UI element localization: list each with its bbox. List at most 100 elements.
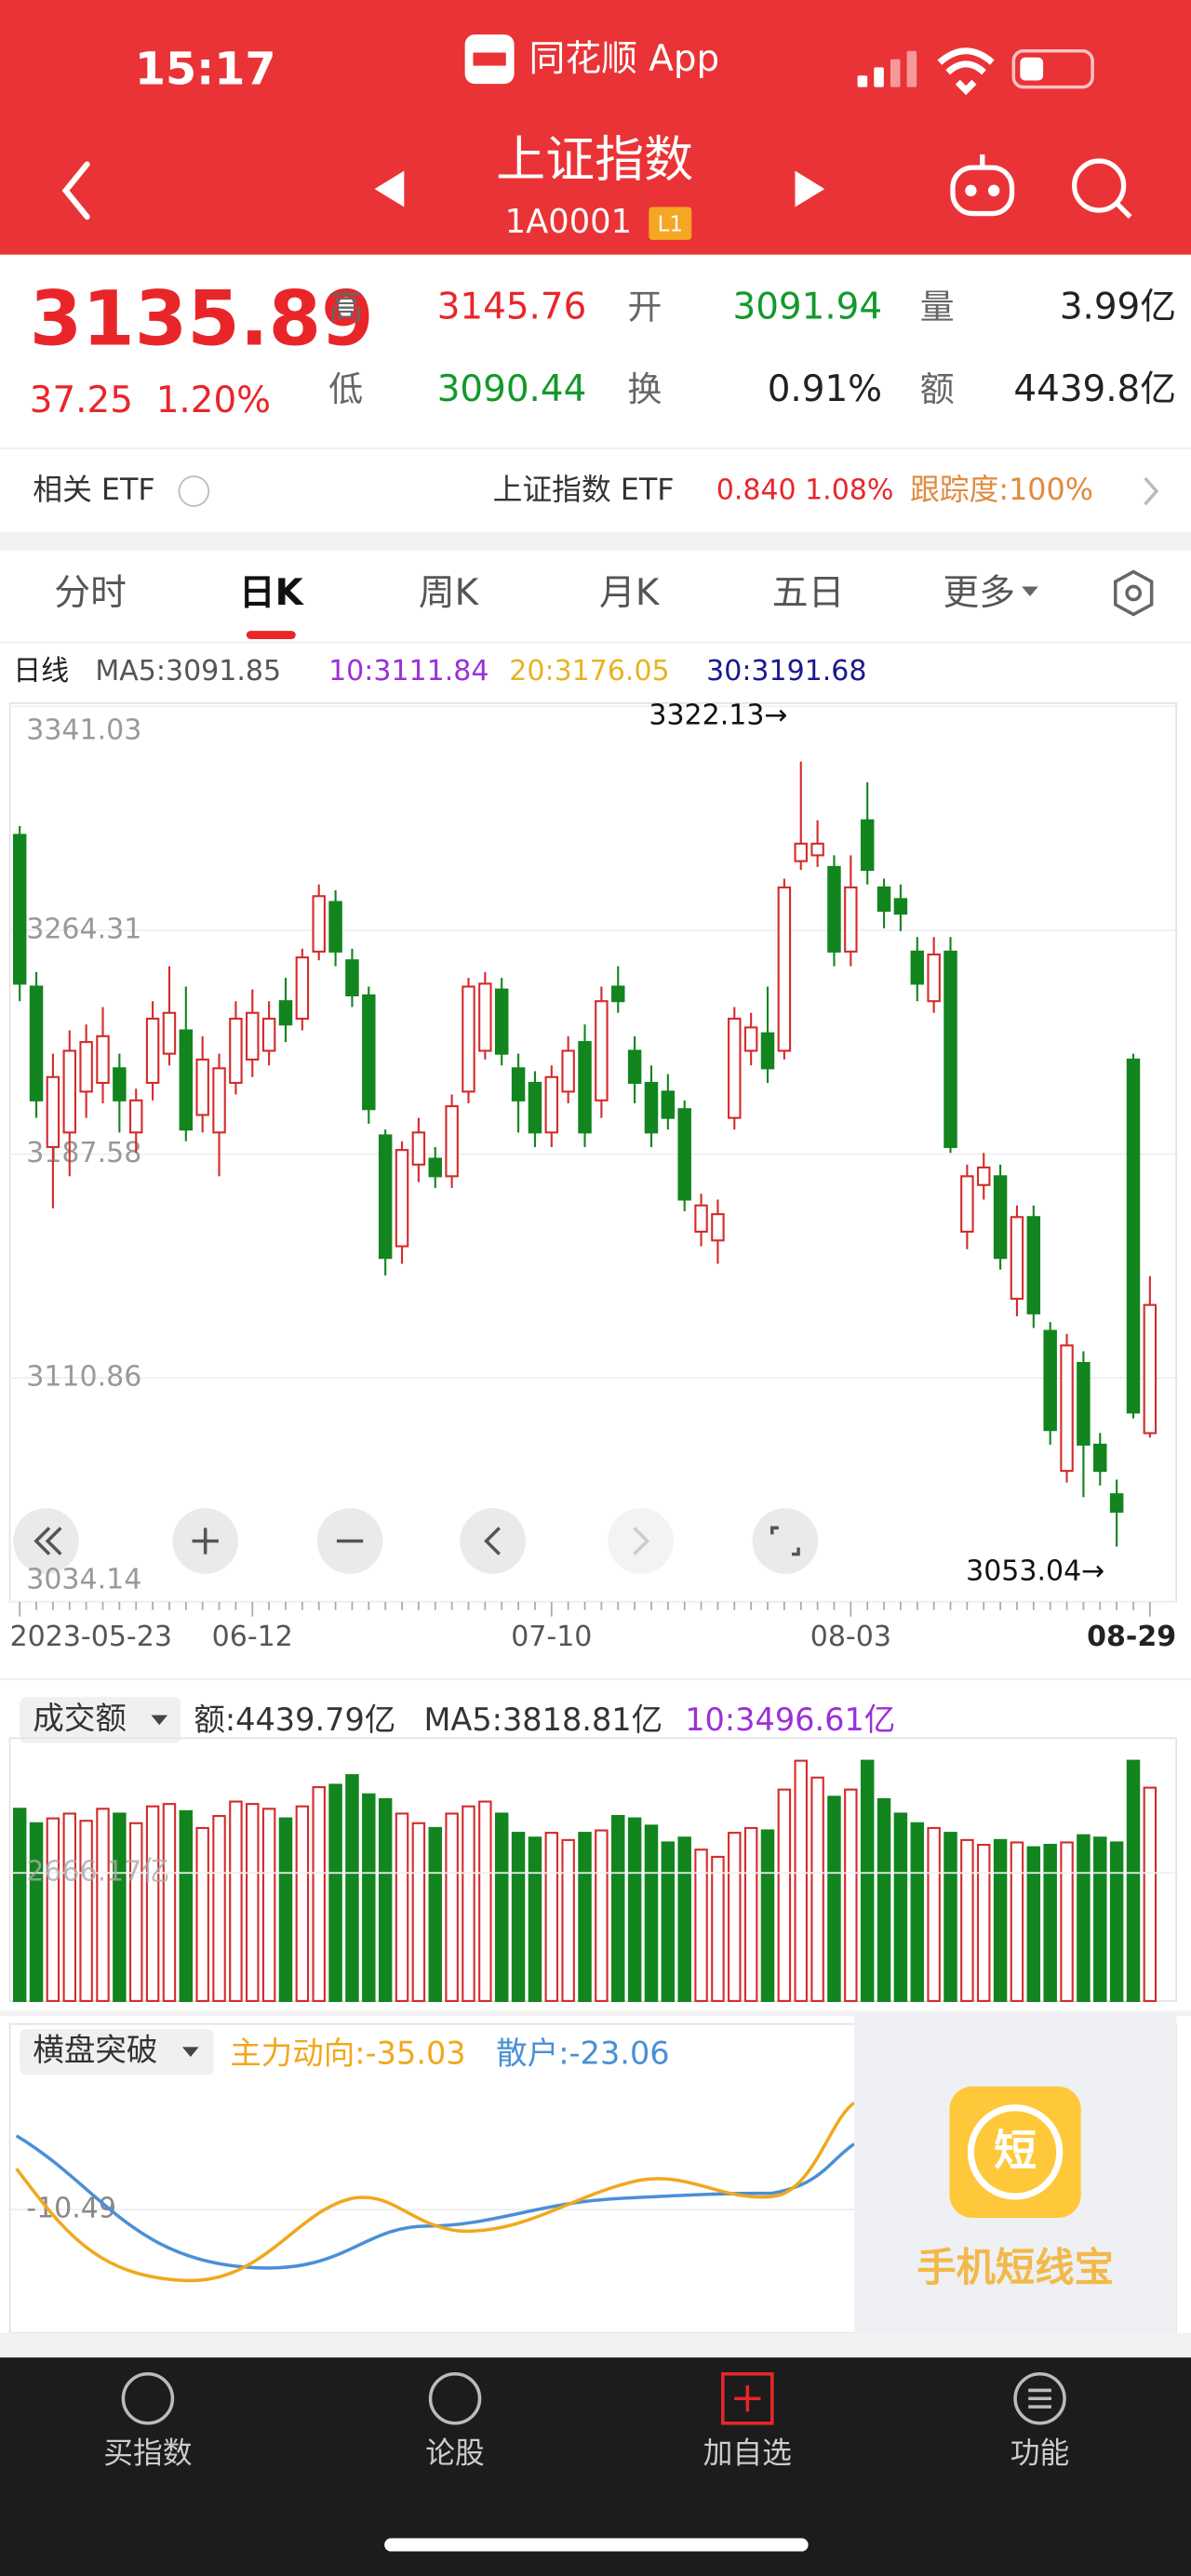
candle-body xyxy=(993,1175,1008,1260)
legend-title: 成交额 xyxy=(33,1700,127,1736)
volume-bar xyxy=(1077,1834,1091,2002)
candle-body xyxy=(644,1081,659,1134)
volume-bar xyxy=(246,1803,260,2002)
volume-bar xyxy=(411,1822,426,2002)
chart-toolbar xyxy=(13,1508,819,1574)
candle-body xyxy=(1010,1216,1024,1301)
promo-text: 手机短线宝 xyxy=(917,2245,1114,2290)
candle-body xyxy=(728,1017,742,1119)
candle-body xyxy=(128,1099,143,1134)
nav-icon-lines xyxy=(1028,2388,1051,2409)
candle-body xyxy=(877,886,891,913)
volume-bar xyxy=(595,1829,609,2002)
candle-body xyxy=(62,1049,77,1134)
candle-body xyxy=(1126,1058,1141,1414)
pan-left-button[interactable] xyxy=(460,1508,526,1574)
x-tick-label: 08-29 xyxy=(1087,1621,1176,1653)
candle-body xyxy=(578,1041,592,1134)
candle-body xyxy=(561,1049,575,1093)
settings-icon[interactable] xyxy=(1114,569,1154,617)
fullscreen-button[interactable] xyxy=(752,1508,819,1574)
volume-bar xyxy=(212,1814,226,2002)
nav-label[interactable]: 功能 xyxy=(1010,2436,1070,2470)
next-stock[interactable] xyxy=(795,170,825,207)
etf-chevron[interactable] xyxy=(1144,476,1159,506)
candle-body xyxy=(844,886,858,953)
legend-item: 30:3191.68 xyxy=(706,655,866,687)
candle-body xyxy=(927,953,941,1003)
wifi-icon xyxy=(937,47,995,96)
indicator-line xyxy=(15,2134,856,2270)
volume-panel xyxy=(8,1737,1177,2002)
back-button[interactable] xyxy=(61,161,90,220)
field-label: 高 xyxy=(328,287,363,327)
volume-bar xyxy=(29,1822,44,2002)
candle-body xyxy=(278,1000,293,1026)
volume-bar xyxy=(478,1800,492,2002)
candle-body xyxy=(1109,1493,1124,1514)
icon xyxy=(484,1527,501,1555)
volume-bar xyxy=(661,1841,676,2002)
tab[interactable]: 月K xyxy=(599,572,661,614)
y-tick-label: 2666.17亿 xyxy=(26,1856,169,1889)
more-arrow[interactable] xyxy=(1022,586,1038,597)
indicator-selector[interactable] xyxy=(20,2028,214,2075)
field-value: 3.99亿 xyxy=(1060,286,1176,327)
nav-label[interactable]: 加自选 xyxy=(703,2436,792,2470)
tab[interactable]: 分时 xyxy=(54,572,127,614)
nav-items: 买指数 论股 加自选 功能 xyxy=(103,2436,1069,2470)
tab[interactable]: 日K xyxy=(239,572,305,614)
candle-body xyxy=(1043,1329,1057,1432)
volume-bar xyxy=(1143,1786,1158,2002)
pan-right-button[interactable] xyxy=(608,1508,674,1574)
candle-body xyxy=(79,1041,93,1093)
volume-bar xyxy=(1060,1841,1074,2002)
active-tab-indicator xyxy=(246,631,296,639)
volume-bar xyxy=(578,1832,592,2002)
indicator-title: 横盘突破 xyxy=(33,2032,157,2068)
volume-bar xyxy=(1043,1843,1057,2002)
candle-body xyxy=(494,988,509,1055)
legend-item: MA5:3091.85 xyxy=(95,655,281,687)
prev-stock[interactable] xyxy=(374,170,405,207)
tab[interactable]: 周K xyxy=(419,572,480,614)
candle-body xyxy=(179,1029,194,1131)
tab[interactable]: 五日 xyxy=(772,572,845,614)
volume-bar xyxy=(179,1809,194,2002)
search-icon[interactable] xyxy=(1072,158,1132,219)
candle-body xyxy=(46,1075,60,1149)
candle-body xyxy=(661,1090,676,1119)
robot-icon[interactable] xyxy=(950,153,1015,217)
candle-body xyxy=(976,1166,991,1186)
volume-bar xyxy=(362,1793,376,2002)
y-tick-label: 3187.58 xyxy=(26,1137,141,1169)
volume-bar xyxy=(694,1849,708,2002)
volume-bar xyxy=(462,1805,475,2002)
legend-item: 10:3111.84 xyxy=(328,655,488,687)
x-tick-label: 06-12 xyxy=(212,1621,293,1653)
candle-body xyxy=(760,1032,775,1070)
tab[interactable]: 更多 xyxy=(943,572,1015,614)
candle-body xyxy=(943,950,957,1149)
info-icon[interactable] xyxy=(178,475,210,507)
volume-selector[interactable] xyxy=(20,1697,181,1743)
legend-item: 20:3176.05 xyxy=(509,655,669,687)
candle-body xyxy=(229,1017,243,1085)
volume-bar xyxy=(827,1795,841,2002)
volume-bar xyxy=(278,1817,293,2002)
gap xyxy=(0,2010,1191,2016)
volume-bar xyxy=(312,1785,326,2002)
volume-bar xyxy=(12,1808,27,2002)
nav-label[interactable]: 买指数 xyxy=(103,2436,192,2470)
volume-bar xyxy=(445,1812,459,2002)
etf-name[interactable]: 上证指数 ETF xyxy=(493,474,675,507)
volume-bar xyxy=(46,1817,60,2002)
nav-label[interactable]: 论股 xyxy=(425,2436,485,2470)
candle-body xyxy=(261,1017,276,1052)
candle-body xyxy=(345,959,359,996)
candle-body xyxy=(246,1011,260,1061)
price-panel xyxy=(8,701,1177,1603)
field-value: 4439.8亿 xyxy=(1013,368,1176,410)
field-value: 3090.44 xyxy=(437,368,587,410)
volume-bar xyxy=(128,1822,143,2002)
